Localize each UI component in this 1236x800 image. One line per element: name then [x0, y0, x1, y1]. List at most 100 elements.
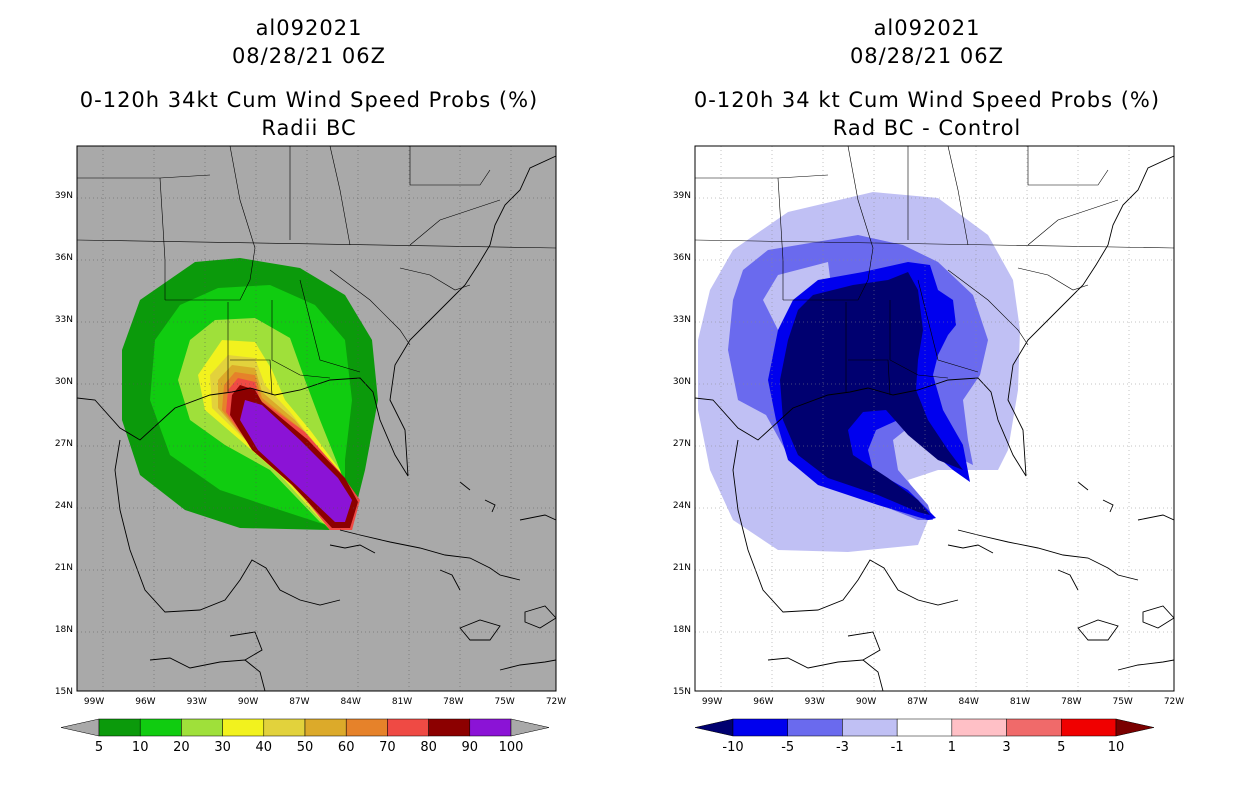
storm-id: al092021	[255, 16, 363, 40]
colorbar-segment	[387, 718, 429, 737]
colorbar-segment	[951, 718, 1007, 737]
lon-tick-label: 81W	[392, 697, 412, 707]
lon-tick-label: 87W	[907, 697, 927, 707]
colorbar-label: -1	[891, 740, 904, 755]
lon-tick-label: 84W	[341, 697, 361, 707]
lat-tick-label: 21N	[55, 563, 73, 573]
lon-tick-label: 96W	[135, 697, 155, 707]
lat-tick-label: 33N	[673, 315, 691, 325]
right-panel: al092021 08/28/21 06Z 0-120h 34 kt Cum W…	[618, 0, 1236, 800]
lon-tick-label: 90W	[856, 697, 876, 707]
difference-map: 99W 96W 93W 90W 87W 84W 81W 78W 75W 72W 39N 36N 33N 3…	[673, 145, 1184, 755]
lon-tick-label: 72W	[546, 697, 566, 707]
plot-subtitle: Radii BC	[261, 116, 357, 140]
lon-tick-label: 90W	[238, 697, 258, 707]
lat-tick-label: 30N	[673, 377, 691, 387]
lat-tick-label: 39N	[55, 191, 73, 201]
colorbar-segment	[222, 718, 265, 737]
lon-tick-label: 84W	[959, 697, 979, 707]
lon-tick-label: 75W	[1112, 697, 1132, 707]
lat-tick-label: 39N	[673, 191, 691, 201]
lat-tick-label: 18N	[55, 625, 73, 635]
lat-tick-label: 24N	[55, 501, 73, 511]
colorbar-label: 1	[948, 740, 956, 755]
lat-tick-label: 30N	[55, 377, 73, 387]
gridlines	[695, 146, 1174, 691]
datetime: 08/28/21 06Z	[849, 44, 1005, 68]
diff-minus10-area	[780, 272, 963, 515]
colorbar-segment	[263, 718, 306, 737]
lat-tick-label: 36N	[55, 253, 73, 263]
lat-tick-label: 18N	[673, 625, 691, 635]
coastlines	[77, 155, 556, 691]
colorbar: -10 -5 -3 -1 1 3 5 10	[694, 718, 1155, 755]
lon-tick-label: 93W	[187, 697, 207, 707]
colorbar-label: 90	[462, 740, 479, 755]
colorbar-label: 30	[214, 740, 231, 755]
colorbar-label: 5	[1057, 740, 1065, 755]
lat-tick-label: 15N	[673, 687, 691, 697]
colorbar-label: -3	[836, 740, 849, 755]
colorbar-label: 3	[1002, 740, 1010, 755]
colorbar-segment	[1006, 718, 1062, 737]
colorbar-segment	[304, 718, 347, 737]
lon-tick-label: 72W	[1164, 697, 1184, 707]
map-frame	[76, 145, 557, 692]
colorbar-label: 10	[1108, 740, 1125, 755]
colorbar-segment	[139, 718, 182, 737]
axis-labels: 99W 96W 93W 90W 87W 84W 81W 78W 75W 72W 39N 36N 33N 3…	[673, 191, 1184, 707]
lat-tick-label: 27N	[673, 439, 691, 449]
colorbar-label: 5	[95, 740, 103, 755]
colorbar-label: 100	[499, 740, 524, 755]
lon-tick-label: 96W	[753, 697, 773, 707]
colorbar-label: 10	[132, 740, 149, 755]
colorbar-under-arrow	[60, 718, 100, 737]
lon-tick-label: 99W	[702, 697, 722, 707]
lat-tick-label: 36N	[673, 253, 691, 263]
lon-tick-label: 75W	[494, 697, 514, 707]
colorbar: 5 10 20 30 40 50 60 70 80 90 100	[60, 718, 550, 755]
colorbar-segment	[787, 718, 843, 737]
storm-id: al092021	[873, 16, 981, 40]
state-borders	[77, 146, 556, 396]
gridlines	[77, 146, 556, 691]
colorbar-segment	[428, 718, 471, 737]
prob-90-area	[240, 400, 352, 522]
lon-tick-label: 93W	[805, 697, 825, 707]
colorbar-label: 60	[338, 740, 355, 755]
colorbar-over-arrow	[1115, 718, 1155, 737]
axis-labels: 99W 96W 93W 90W 87W 84W 81W 78W 75W 72W 39N 36N 33N 3…	[55, 191, 566, 707]
lon-tick-label: 78W	[443, 697, 463, 707]
lat-tick-label: 24N	[673, 501, 691, 511]
colorbar-under-arrow	[694, 718, 734, 737]
probability-map: 99W 96W 93W 90W 87W 84W 81W 78W 75W 72W 39N 36N 33N 3…	[55, 145, 566, 755]
colorbar-label: 70	[379, 740, 396, 755]
left-panel: al092021 08/28/21 06Z 0-120h 34kt Cum Wi…	[55, 16, 566, 755]
colorbar-label: -5	[781, 740, 794, 755]
state-borders	[695, 146, 1174, 396]
lon-tick-label: 81W	[1010, 697, 1030, 707]
colorbar-segment	[345, 718, 388, 737]
lat-tick-label: 27N	[55, 439, 73, 449]
plot-title: 0-120h 34 kt Cum Wind Speed Probs (%)	[693, 88, 1161, 112]
colorbar-segment	[181, 718, 223, 737]
colorbar-segment	[732, 718, 788, 737]
colorbar-segment	[896, 718, 953, 737]
colorbar-segment	[1061, 718, 1117, 737]
lat-tick-label: 21N	[673, 563, 691, 573]
colorbar-label: 80	[420, 740, 437, 755]
colorbar-segment	[469, 718, 512, 737]
plot-subtitle: Rad BC - Control	[832, 116, 1022, 140]
colorbar-label: 50	[297, 740, 314, 755]
colorbar-label: 40	[256, 740, 273, 755]
lon-tick-label: 87W	[289, 697, 309, 707]
lat-tick-label: 33N	[55, 315, 73, 325]
map-frame	[694, 145, 1175, 692]
plot-title: 0-120h 34kt Cum Wind Speed Probs (%)	[79, 88, 539, 112]
colorbar-segment	[842, 718, 898, 737]
colorbar-segment	[98, 718, 141, 737]
lon-tick-label: 78W	[1061, 697, 1081, 707]
coastlines	[695, 155, 1174, 691]
datetime: 08/28/21 06Z	[231, 44, 387, 68]
colorbar-label: 20	[173, 740, 190, 755]
